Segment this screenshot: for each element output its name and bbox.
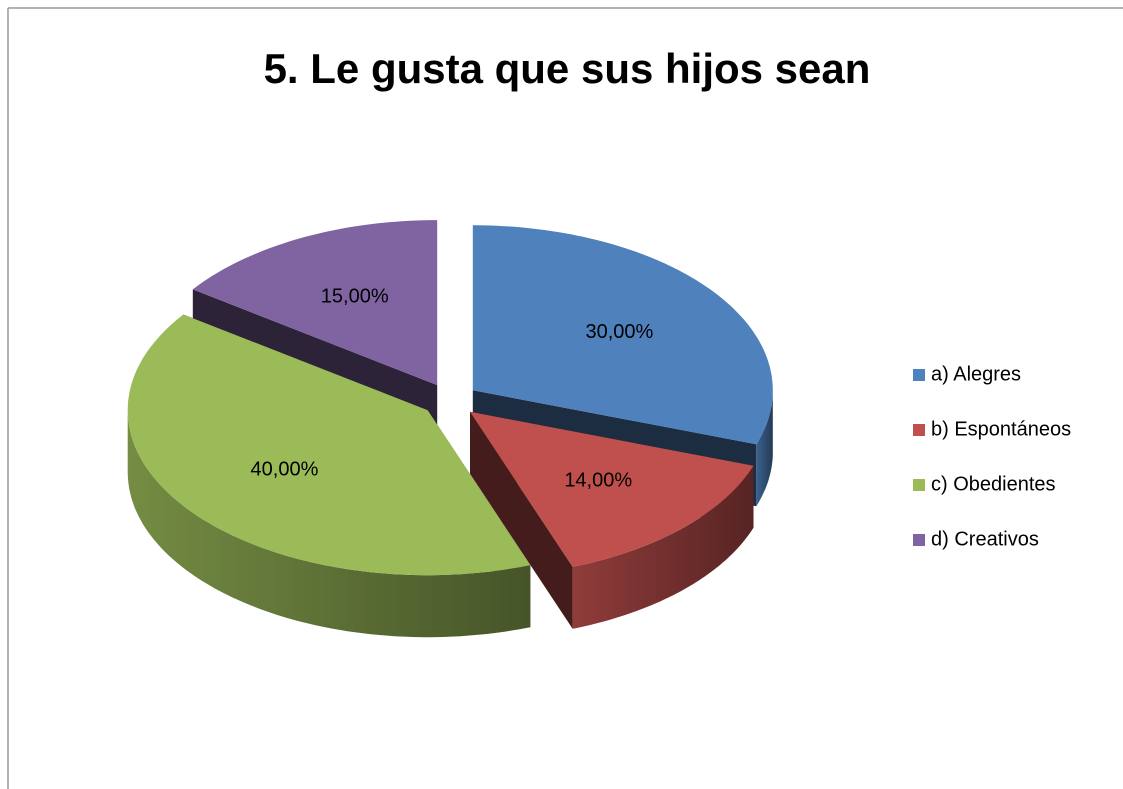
legend-label: c) Obedientes xyxy=(931,473,1056,495)
legend-label: a) Alegres xyxy=(931,363,1021,385)
slice-top xyxy=(472,225,773,445)
slice xyxy=(470,411,754,629)
legend-swatch xyxy=(913,479,925,491)
data-label: 30,00% xyxy=(586,321,654,343)
slice-side xyxy=(470,411,573,629)
legend-label: b) Espontáneos xyxy=(931,418,1071,440)
slice-wall xyxy=(572,465,754,629)
legend-label: d) Creativos xyxy=(931,528,1039,550)
slice-wall xyxy=(127,410,531,638)
slice xyxy=(127,314,531,638)
slice-top xyxy=(470,411,754,567)
data-label: 14,00% xyxy=(564,470,632,492)
legend-swatch xyxy=(913,369,925,381)
slice-top xyxy=(127,314,531,576)
chart-title: 5. Le gusta que sus hijos sean xyxy=(264,45,871,92)
data-label: 40,00% xyxy=(251,458,319,480)
legend: a) Alegres b) Espontáneos c) Obedientes d) … xyxy=(913,363,1071,550)
legend-swatch xyxy=(913,424,925,436)
slice-wall xyxy=(756,390,773,507)
legend-swatch xyxy=(913,534,925,546)
data-label: 15,00% xyxy=(321,285,389,307)
pie: 30,00% 14,00% 40,00% 15,00% xyxy=(127,220,773,638)
slice-top xyxy=(192,220,438,386)
